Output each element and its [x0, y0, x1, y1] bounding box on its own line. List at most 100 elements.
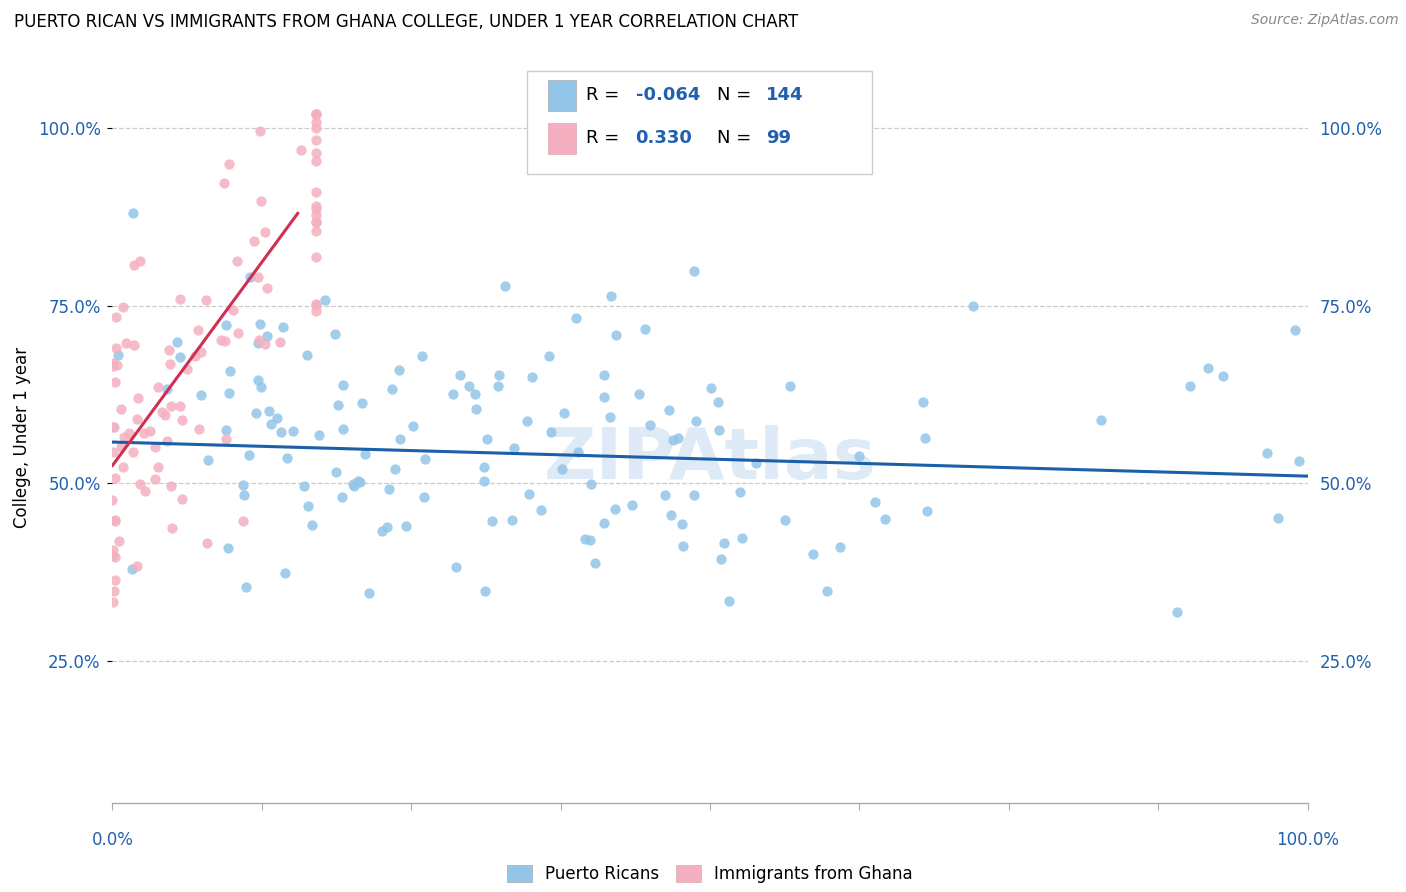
Point — [779, 379, 801, 393]
Point — [305, 185, 328, 199]
Point — [305, 120, 328, 135]
Point — [659, 508, 682, 522]
Point — [266, 411, 288, 425]
Point — [103, 375, 125, 389]
Point — [276, 451, 298, 466]
Point — [110, 440, 132, 454]
Point — [160, 399, 183, 413]
Point — [217, 541, 239, 555]
Point — [134, 484, 156, 499]
Point — [117, 425, 139, 440]
Point — [359, 585, 381, 599]
Point — [257, 404, 280, 418]
Point — [710, 552, 733, 566]
Point — [600, 289, 623, 303]
Point — [441, 386, 464, 401]
Point — [127, 559, 149, 574]
Text: -0.064: -0.064 — [636, 87, 700, 104]
Point — [593, 516, 616, 531]
Text: 0.330: 0.330 — [636, 129, 692, 147]
Point — [305, 145, 328, 160]
Point — [707, 395, 730, 409]
Point — [305, 107, 328, 121]
Point — [103, 420, 125, 434]
Point — [773, 513, 796, 527]
Point — [394, 519, 416, 533]
Point — [112, 300, 135, 314]
Point — [169, 399, 191, 413]
Point — [553, 406, 575, 420]
Point — [270, 425, 292, 439]
Point — [1212, 368, 1234, 383]
Point — [218, 364, 240, 378]
Point — [290, 143, 312, 157]
Point — [863, 495, 886, 509]
Point — [605, 327, 627, 342]
Text: R =: R = — [586, 129, 626, 147]
Point — [567, 445, 589, 459]
Point — [104, 574, 127, 588]
Point — [125, 411, 148, 425]
Point — [464, 401, 486, 416]
Point — [1166, 605, 1188, 619]
Point — [249, 124, 271, 138]
Point — [343, 479, 366, 493]
Point — [101, 356, 124, 370]
Point — [332, 378, 354, 392]
Point — [249, 194, 271, 208]
Point — [156, 382, 179, 396]
Point — [187, 422, 209, 436]
Point — [1178, 379, 1201, 393]
Point — [565, 311, 588, 326]
Point — [745, 456, 768, 470]
Point — [662, 433, 685, 447]
Point — [464, 387, 486, 401]
Point — [914, 431, 936, 445]
Point — [801, 547, 824, 561]
Point — [104, 470, 127, 484]
Point — [481, 514, 503, 528]
Point — [190, 388, 212, 402]
Point — [707, 423, 730, 437]
Point — [101, 493, 124, 508]
Point — [101, 420, 124, 434]
Point — [159, 357, 181, 371]
Point — [522, 370, 544, 384]
Text: 99: 99 — [766, 129, 792, 147]
Point — [232, 478, 254, 492]
Point — [246, 269, 269, 284]
Point — [305, 214, 328, 228]
Point — [305, 208, 328, 222]
Point — [551, 461, 574, 475]
Point — [218, 157, 240, 171]
Point — [685, 414, 707, 428]
Point — [233, 488, 256, 502]
Point — [110, 402, 132, 417]
Point — [127, 391, 149, 405]
Point — [388, 362, 411, 376]
Point — [305, 107, 328, 121]
Point — [915, 504, 938, 518]
Legend: Puerto Ricans, Immigrants from Ghana: Puerto Ricans, Immigrants from Ghana — [501, 858, 920, 889]
Point — [731, 531, 754, 545]
Point — [166, 334, 188, 349]
Point — [247, 373, 270, 387]
Point — [162, 521, 184, 535]
Point — [253, 336, 276, 351]
Point — [354, 447, 377, 461]
Point — [238, 448, 260, 462]
Point — [488, 368, 510, 382]
Point — [104, 310, 127, 324]
Point — [101, 542, 124, 557]
Point — [593, 390, 616, 404]
Point — [305, 199, 328, 213]
Point — [1090, 413, 1112, 427]
Point — [104, 514, 127, 528]
Point — [243, 235, 266, 249]
Point — [457, 378, 479, 392]
Point — [472, 460, 495, 475]
Point — [413, 451, 436, 466]
Point — [232, 514, 254, 528]
Point — [349, 475, 371, 490]
Point — [305, 304, 328, 318]
